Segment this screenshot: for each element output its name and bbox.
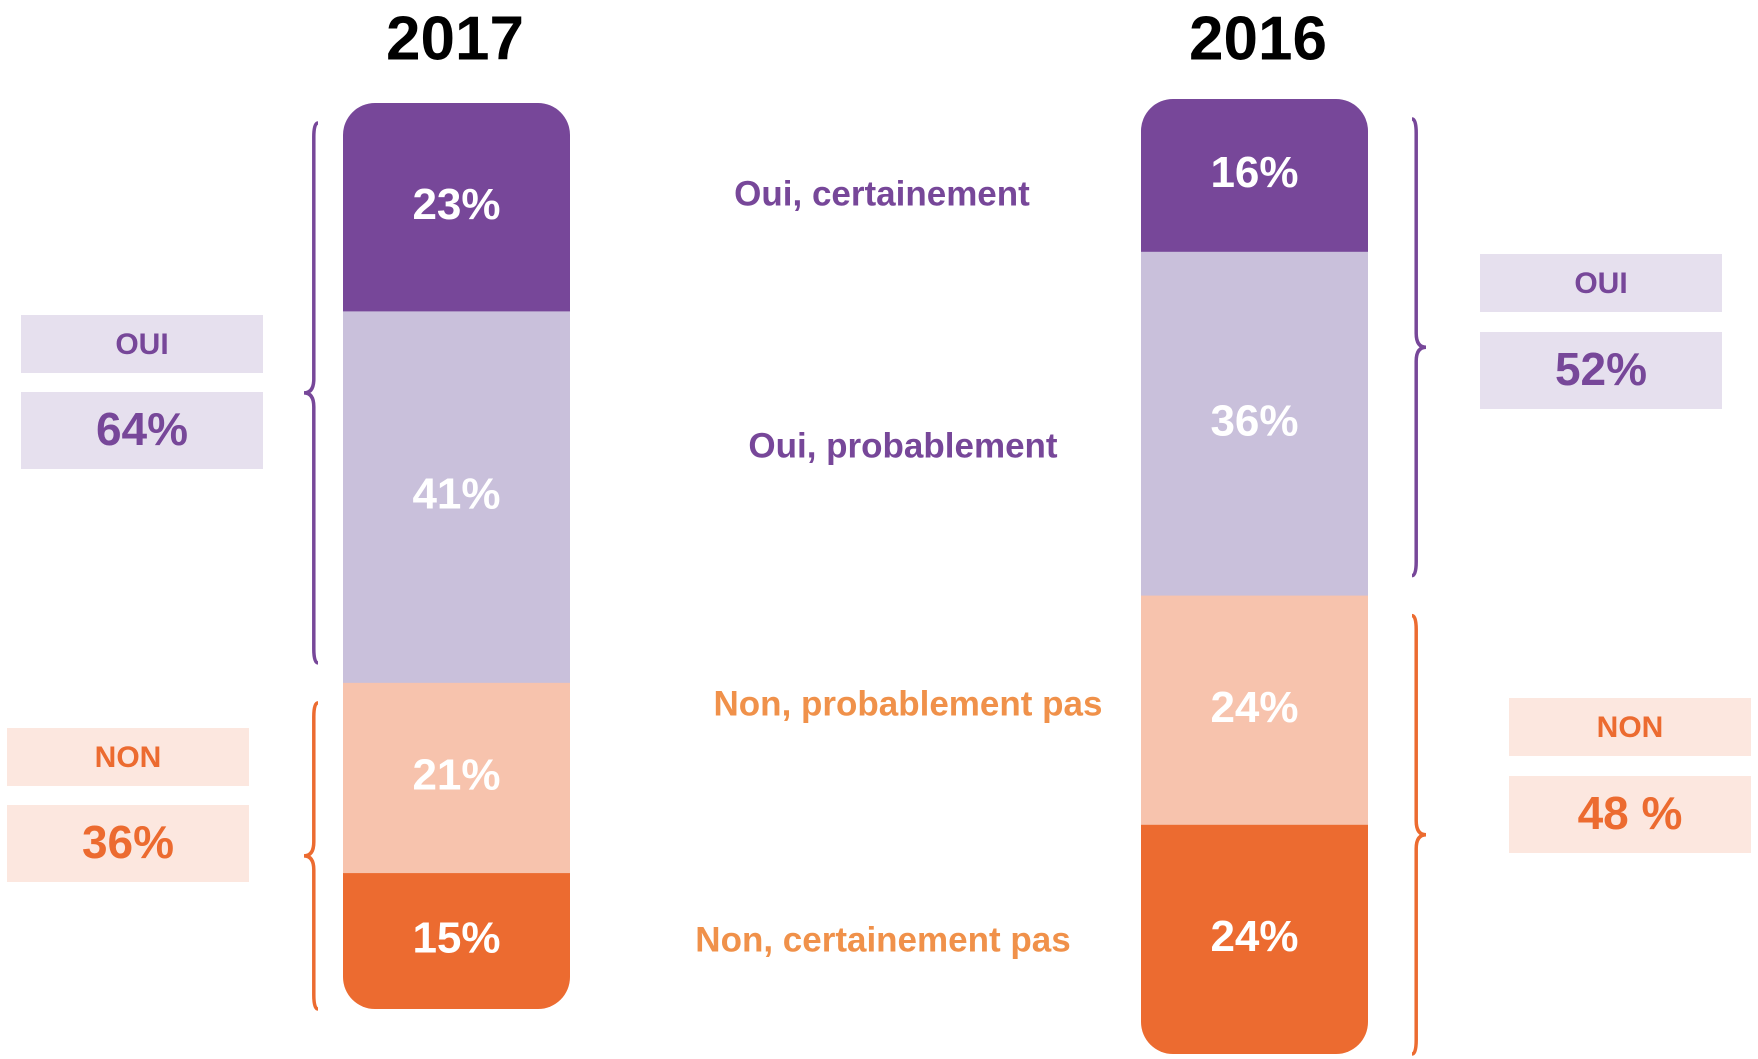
segment-label: 23% bbox=[412, 180, 500, 229]
segment-label: 41% bbox=[412, 470, 500, 519]
legend-label: Non, probablement pas bbox=[714, 684, 1103, 723]
segment-label: 24% bbox=[1210, 912, 1298, 961]
bar bbox=[343, 103, 570, 1009]
group-label-box bbox=[1480, 254, 1722, 312]
group-value: 52% bbox=[1555, 343, 1647, 395]
bar-segment bbox=[1141, 99, 1368, 253]
group-label-box bbox=[7, 728, 249, 786]
segment-label: 21% bbox=[412, 751, 500, 800]
bar-title: 2016 bbox=[1189, 4, 1327, 73]
group-value-box bbox=[1480, 332, 1722, 409]
group-label: NON bbox=[95, 741, 162, 774]
segment-label: 36% bbox=[1210, 396, 1298, 445]
group-value-box bbox=[7, 805, 249, 882]
bar bbox=[1141, 99, 1368, 1054]
segment-label: 16% bbox=[1210, 148, 1298, 197]
group-value-box bbox=[1509, 776, 1751, 853]
bar-title: 2017 bbox=[386, 4, 524, 73]
bar-segment bbox=[343, 873, 570, 1009]
group-label-box bbox=[1509, 698, 1751, 756]
group-label-box bbox=[21, 315, 263, 373]
bar-segment bbox=[343, 103, 570, 312]
group-value-box bbox=[21, 392, 263, 469]
group-label: OUI bbox=[1574, 267, 1627, 300]
group-value: 48 % bbox=[1578, 787, 1683, 839]
brace bbox=[1411, 117, 1427, 578]
brace bbox=[303, 121, 319, 665]
legend-label: Oui, probablement bbox=[748, 426, 1058, 465]
group-value: 64% bbox=[96, 403, 188, 455]
bar-segment bbox=[1141, 595, 1368, 826]
bar-segment bbox=[1141, 251, 1368, 597]
group-label: OUI bbox=[115, 328, 168, 361]
group-label: NON bbox=[1597, 711, 1664, 744]
group-value: 36% bbox=[82, 816, 174, 868]
brace bbox=[1411, 613, 1427, 1056]
legend-label: Non, certainement pas bbox=[695, 920, 1070, 959]
segment-label: 24% bbox=[1210, 683, 1298, 732]
brace bbox=[303, 701, 319, 1011]
bar-segment bbox=[343, 682, 570, 874]
segment-label: 15% bbox=[412, 914, 500, 963]
legend-label: Oui, certainement bbox=[734, 174, 1030, 213]
bar-segment bbox=[1141, 824, 1368, 1054]
bar-segment bbox=[343, 311, 570, 684]
